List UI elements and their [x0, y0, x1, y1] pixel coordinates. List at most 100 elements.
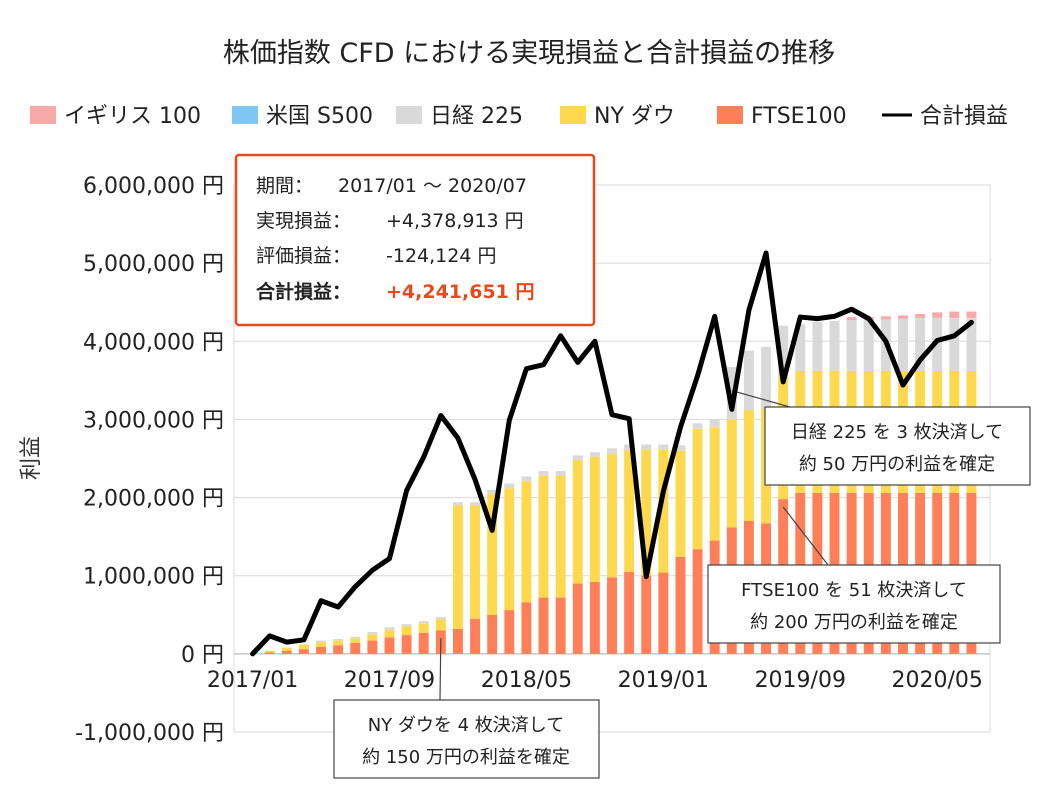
bar-FTSE100	[316, 646, 326, 654]
bar-日経-225	[487, 489, 498, 494]
bar-NY-ダウ	[316, 642, 326, 647]
realized-label: 実現損益：	[256, 210, 351, 232]
y-axis-title: 利益	[19, 436, 44, 480]
bar-NY-ダウ	[521, 481, 532, 603]
legend-label: イギリス 100	[64, 104, 201, 129]
bar-NY-ダウ	[692, 428, 703, 550]
callout-nikkei: 日経 225 を 3 枚決済して 約 50 万円の利益を確定	[764, 406, 1031, 486]
bar-日経-225	[949, 317, 960, 371]
chart-title: 株価指数 CFD における実現損益と合計損益の推移	[223, 38, 835, 69]
y-tick-label: 6,000,000 円	[83, 174, 224, 199]
bar-イギリス-100	[846, 317, 857, 321]
bar-FTSE100	[555, 597, 566, 654]
bar-イギリス-100	[966, 311, 977, 318]
bar-日経-225	[607, 448, 617, 454]
y-tick-label: 4,000,000 円	[83, 330, 224, 355]
bar-FTSE100	[641, 575, 652, 654]
bar-NY-ダウ	[504, 488, 515, 611]
bar-NY-ダウ	[367, 634, 378, 641]
bar-日経-225	[333, 639, 344, 641]
bar-日経-225	[846, 320, 857, 371]
bar-日経-225	[658, 444, 669, 450]
y-tick-label: 2,000,000 円	[83, 487, 224, 512]
bar-日経-225	[504, 483, 515, 489]
bar-FTSE100	[624, 571, 635, 654]
total-label: 合計損益：	[256, 280, 351, 303]
annotation-leaders	[439, 389, 829, 701]
bar-FTSE100	[350, 642, 361, 654]
bar-FTSE100	[521, 602, 532, 654]
bar-日経-225	[555, 471, 566, 476]
legend: イギリス 100 米国 S500 日経 225 NY ダウ FTSE100 合計損益	[30, 104, 1008, 129]
bar-FTSE100	[504, 610, 515, 654]
bar-FTSE100	[452, 628, 463, 654]
legend-swatch	[30, 106, 56, 124]
legend-label: NY ダウ	[594, 104, 675, 129]
bar-FTSE100	[675, 556, 686, 654]
bar-日経-225	[418, 621, 429, 624]
y-tick-label: 1,000,000 円	[83, 565, 224, 590]
x-tick-label: 2017/01	[207, 668, 298, 693]
bar-日経-225	[401, 624, 412, 627]
bar-日経-225	[795, 324, 806, 371]
callout-nikkei-line1: 日経 225 を 3 枚決済して	[791, 422, 1003, 443]
bar-日経-225	[812, 321, 823, 371]
bar-NY-ダウ	[384, 629, 395, 638]
bar-日経-225	[521, 476, 532, 482]
bar-日経-225	[898, 318, 908, 371]
callout-ftse-line2: 約 200 万円の利益を確定	[750, 612, 958, 633]
bar-NY-ダウ	[281, 647, 292, 651]
legend-label: FTSE100	[751, 104, 847, 129]
bar-FTSE100	[538, 597, 549, 654]
legend-label: 米国 S500	[266, 104, 373, 129]
bar-NY-ダウ	[435, 619, 446, 631]
unrealized-label: 評価損益：	[256, 245, 351, 267]
legend-swatch	[560, 106, 586, 124]
x-tick-label: 2020/05	[892, 668, 983, 693]
leader-line-nikkei	[731, 389, 791, 408]
bar-イギリス-100	[915, 313, 926, 318]
bar-イギリス-100	[932, 312, 943, 318]
bar-NY-ダウ	[418, 623, 429, 633]
bar-NY-ダウ	[658, 449, 669, 573]
bar-NY-ダウ	[452, 505, 463, 629]
y-tick-label: 0 円	[181, 643, 224, 668]
bar-NY-ダウ	[743, 410, 754, 522]
total-value: +4,241,651 円	[386, 281, 535, 303]
callout-nydow: NY ダウを 4 枚決済して 約 150 万円の利益を確定	[333, 699, 600, 779]
bar-日経-225	[675, 445, 686, 451]
bar-イギリス-100	[949, 311, 960, 318]
bar-日経-225	[932, 317, 943, 371]
callout-ftse-line1: FTSE100 を 51 枚決済して	[741, 580, 967, 601]
bar-日経-225	[778, 325, 789, 376]
bar-NY-ダウ	[675, 450, 686, 557]
bar-NY-ダウ	[709, 427, 720, 541]
y-tick-label: 3,000,000 円	[83, 408, 224, 433]
callout-nydow-frame	[333, 699, 600, 779]
bar-FTSE100	[298, 649, 309, 654]
legend-swatch	[396, 106, 422, 124]
bar-日経-225	[367, 631, 378, 635]
bar-FTSE100	[658, 572, 669, 654]
bar-日経-225	[641, 444, 652, 450]
legend-swatch	[717, 106, 743, 124]
period-label: 期間：	[256, 175, 313, 197]
bar-FTSE100	[692, 549, 703, 654]
bar-FTSE100	[589, 581, 600, 654]
callout-nydow-line1: NY ダウを 4 枚決済して	[368, 715, 565, 736]
bar-NY-ダウ	[470, 505, 481, 619]
total-line-series	[250, 250, 974, 657]
bar-日経-225	[692, 423, 703, 429]
bar-日経-225	[316, 640, 326, 643]
bar-NY-ダウ	[487, 493, 498, 615]
bar-FTSE100	[418, 632, 429, 654]
callout-ftse: FTSE100 を 51 枚決済して 約 200 万円の利益を確定	[707, 564, 1001, 644]
bar-日経-225	[829, 320, 840, 371]
bar-日経-225	[743, 350, 754, 411]
bar-FTSE100	[333, 645, 344, 654]
bar-NY-ダウ	[538, 475, 549, 598]
bar-NY-ダウ	[726, 419, 737, 528]
x-tick-label: 2017/09	[344, 668, 435, 693]
bar-日経-225	[572, 455, 583, 461]
callout-ftse-frame	[707, 564, 1001, 644]
